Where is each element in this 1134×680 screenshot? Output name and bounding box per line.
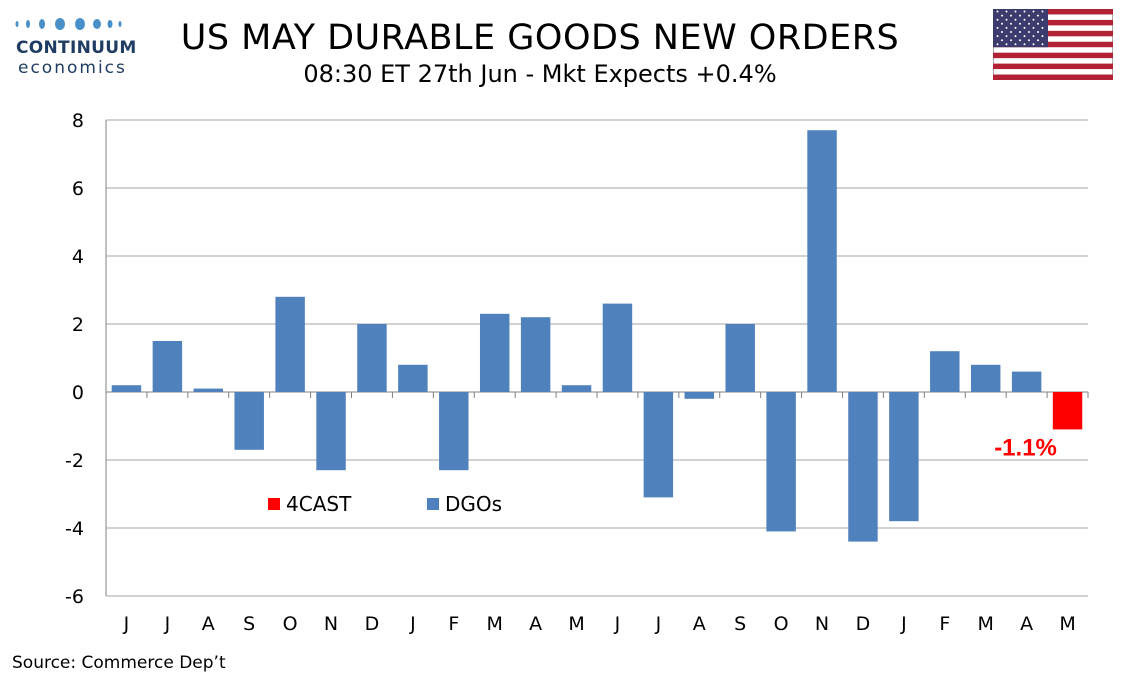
x-tick-label: A	[693, 613, 706, 635]
legend-swatch	[268, 498, 280, 510]
x-tick-label: S	[243, 613, 255, 635]
x-tick-label: M	[1059, 613, 1075, 635]
bar-dgos	[643, 392, 674, 498]
bar-dgos	[275, 296, 305, 392]
bar-dgos	[111, 385, 142, 392]
x-tick-label: F	[448, 613, 459, 635]
bar-dgos	[316, 392, 346, 471]
logo-dots-icon	[15, 18, 122, 30]
y-tick-label: 6	[72, 178, 84, 200]
bar-chart: -6 -4 -2 0 2 4 6 8 -1.1% J J A S O N D J F M A M J J A S O N D J F M…	[65, 110, 1089, 635]
y-tick-label: 8	[72, 110, 84, 132]
x-tick-label: N	[324, 613, 338, 635]
bar-dgos	[725, 324, 755, 392]
bar-dgos	[970, 364, 1001, 392]
x-tick-label: A	[529, 613, 542, 635]
us-flag-icon	[993, 9, 1113, 80]
x-tick-label: J	[164, 613, 171, 635]
bar-dgos	[520, 317, 551, 392]
bar-dgos	[602, 303, 633, 392]
bar-dgos	[398, 364, 428, 392]
x-tick-label: S	[734, 613, 746, 635]
bar-dgos	[234, 392, 264, 450]
y-tick-label: 0	[72, 382, 84, 404]
legend-label: 4CAST	[286, 492, 352, 516]
continuum-logo: CONTINUUM economics	[12, 14, 136, 78]
bar-4cast	[1052, 392, 1083, 430]
y-tick-label: 2	[72, 314, 84, 336]
x-tick-label: N	[815, 613, 829, 635]
bar-dgos	[889, 392, 919, 522]
x-tick-label: M	[568, 613, 584, 635]
x-tick-label: A	[202, 613, 215, 635]
y-tick-label: 4	[72, 246, 84, 268]
bar-dgos	[807, 130, 837, 392]
forecast-annotation: -1.1%	[994, 434, 1057, 461]
bar-dgos	[766, 392, 796, 532]
x-tick-label: D	[365, 613, 380, 635]
bar-dgos	[848, 392, 878, 542]
logo-sub: economics	[18, 58, 127, 78]
bar-dgos	[439, 392, 469, 471]
x-tick-label: O	[774, 613, 789, 635]
bar-dgos	[479, 313, 510, 392]
legend-swatch	[427, 498, 439, 510]
source-note: Source: Commerce Dep’t	[12, 653, 226, 673]
x-tick-label: D	[856, 613, 871, 635]
x-tick-label: M	[487, 613, 503, 635]
x-tick-label: J	[614, 613, 621, 635]
x-tick-label: O	[283, 613, 298, 635]
bar-dgos	[357, 324, 387, 392]
chart-title: US MAY DURABLE GOODS NEW ORDERS	[180, 18, 900, 58]
legend-label: DGOs	[445, 492, 502, 516]
y-tick-label: -4	[65, 518, 84, 540]
x-tick-label: J	[409, 613, 416, 635]
bar-dgos	[1011, 371, 1042, 392]
y-tick-label: -2	[65, 450, 84, 472]
x-tick-label: M	[978, 613, 994, 635]
x-tick-label: J	[655, 613, 662, 635]
x-tick-label: J	[900, 613, 907, 635]
logo-name: CONTINUUM	[16, 38, 137, 58]
chart-subtitle: 08:30 ET 27th Jun - Mkt Expects +0.4%	[303, 60, 777, 88]
bar-dgos	[684, 392, 715, 399]
x-tick-label: A	[1020, 613, 1033, 635]
x-tick-label: J	[123, 613, 130, 635]
x-tick-label: F	[939, 613, 950, 635]
bar-dgos	[152, 341, 183, 392]
bar-dgos	[561, 385, 592, 392]
bar-dgos	[930, 351, 960, 392]
bar-dgos	[193, 388, 224, 392]
y-tick-label: -6	[65, 586, 84, 608]
